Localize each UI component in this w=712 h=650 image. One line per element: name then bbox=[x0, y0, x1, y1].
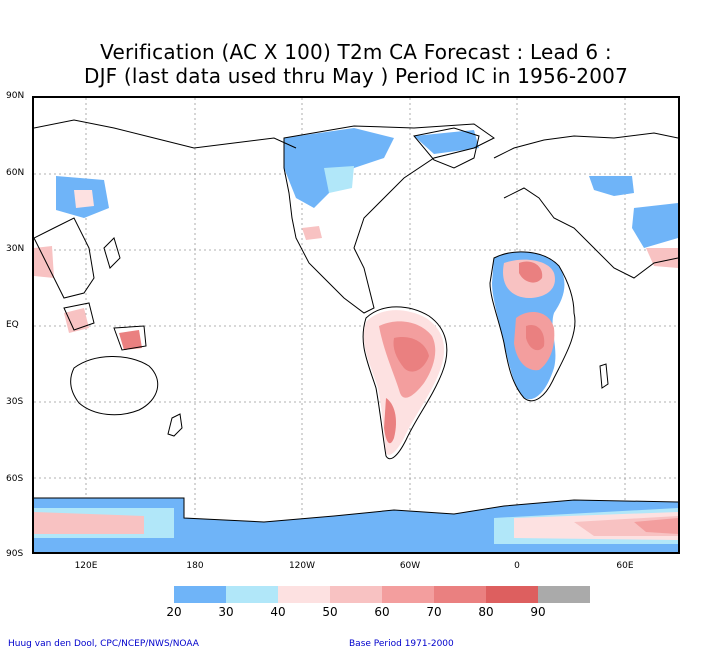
colorbar-swatch bbox=[538, 586, 590, 603]
lat-label-60n: 60N bbox=[6, 168, 25, 178]
map-frame bbox=[32, 96, 680, 554]
lat-label-90s: 90S bbox=[6, 549, 24, 559]
lat-label-90n: 90N bbox=[6, 91, 25, 101]
chart-title-line-1: Verification (AC X 100) T2m CA Forecast … bbox=[100, 40, 612, 64]
lon-label-60w: 60W bbox=[399, 561, 421, 571]
colorbar-label: 30 bbox=[218, 605, 234, 619]
world-map bbox=[34, 98, 678, 552]
shaded-regions bbox=[34, 128, 678, 552]
colorbar-swatch bbox=[434, 586, 486, 603]
colorbar bbox=[174, 586, 590, 603]
lon-label-0: 0 bbox=[514, 561, 520, 571]
colorbar-swatch bbox=[330, 586, 382, 603]
footer-credit: Huug van den Dool, CPC/NCEP/NWS/NOAA bbox=[8, 639, 199, 649]
footer-base-period: Base Period 1971-2000 bbox=[349, 639, 454, 649]
lat-label-eq: EQ bbox=[6, 320, 19, 330]
chart-title-line-2: DJF (last data used thru May ) Period IC… bbox=[83, 64, 629, 88]
lon-label-120e: 120E bbox=[74, 561, 98, 571]
lon-label-120w: 120W bbox=[288, 561, 316, 571]
lat-label-30n: 30N bbox=[6, 244, 25, 254]
lat-label-60s: 60S bbox=[6, 474, 24, 484]
colorbar-swatch bbox=[382, 586, 434, 603]
lon-label-180: 180 bbox=[186, 561, 204, 571]
colorbar-swatch bbox=[278, 586, 330, 603]
colorbar-label: 20 bbox=[166, 605, 182, 619]
colorbar-label: 50 bbox=[322, 605, 338, 619]
colorbar-label: 80 bbox=[478, 605, 494, 619]
colorbar-label: 40 bbox=[270, 605, 286, 619]
lon-label-60e: 60E bbox=[616, 561, 634, 571]
colorbar-label: 90 bbox=[530, 605, 546, 619]
coastlines bbox=[34, 119, 678, 523]
colorbar-label: 70 bbox=[426, 605, 442, 619]
colorbar-swatch bbox=[226, 586, 278, 603]
colorbar-swatch bbox=[486, 586, 538, 603]
colorbar-label: 60 bbox=[374, 605, 390, 619]
lat-label-30s: 30S bbox=[6, 397, 24, 407]
colorbar-swatch bbox=[174, 586, 226, 603]
